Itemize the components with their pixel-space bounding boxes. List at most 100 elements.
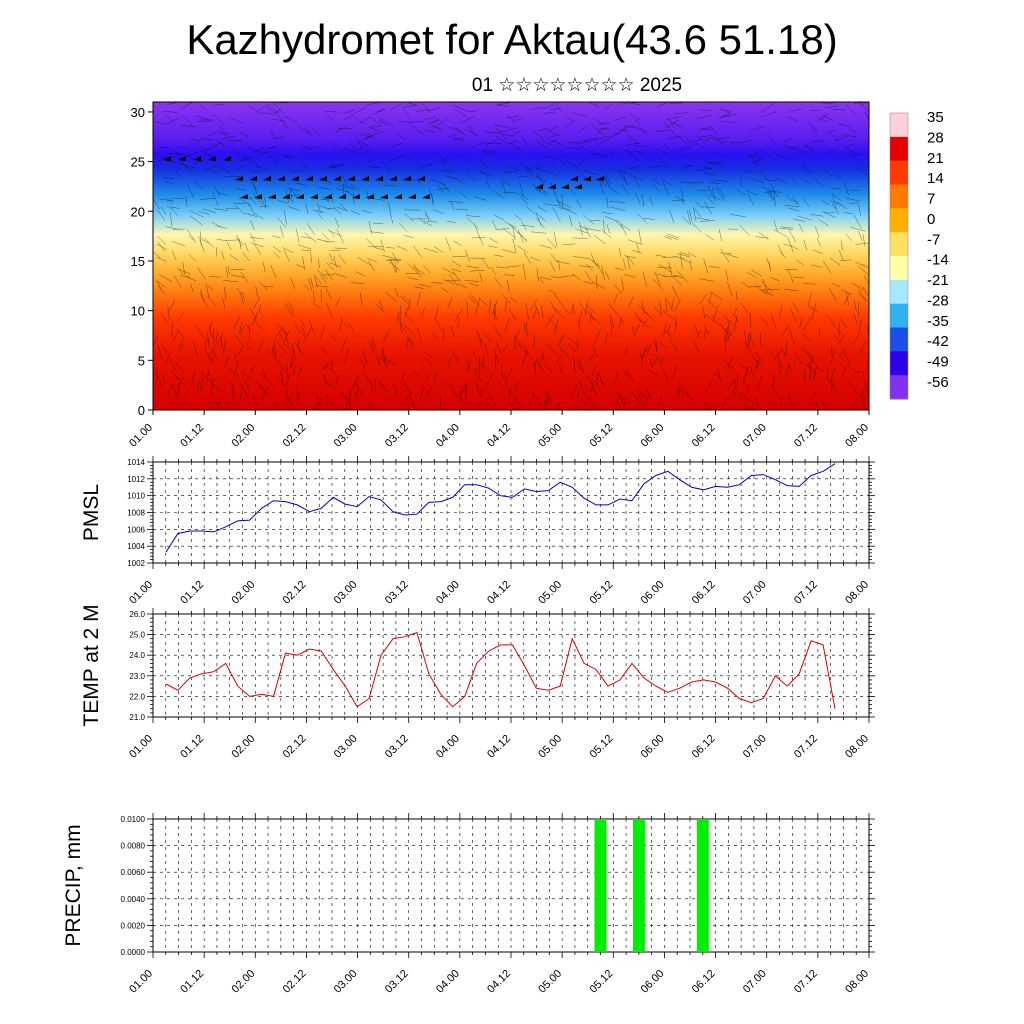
wind-barb [687,251,697,258]
wind-barb [256,166,267,169]
wind-barb [440,395,442,411]
wind-barb [839,362,848,371]
x-tick-label: 07.00 [741,968,769,996]
wind-barb [803,333,812,343]
wind-barb [694,324,700,338]
wind-barb [479,170,489,178]
wind-barb [593,330,601,344]
wind-barb [550,253,557,262]
wind-barb [347,157,357,166]
wind-barb [592,259,599,268]
wind-barb [673,112,688,115]
wind-barb [729,141,742,143]
wind-barb [328,165,345,168]
wind-barb [815,401,820,411]
wind-barb [843,293,851,305]
wind-barb [733,306,739,316]
wind-flags [163,156,604,199]
wind-barb [675,317,678,327]
wind-barb [388,202,392,215]
wind-barb [768,350,776,357]
wind-barb [156,257,167,262]
wind-barb [508,165,520,171]
wind-barb [545,315,554,328]
wind-barb [683,164,694,168]
x-tick-label: 04.00 [434,968,462,996]
wind-barb [320,346,330,357]
colorbar-swatch [890,160,908,185]
wind-barb [529,392,535,405]
x-tick-label: 07.12 [792,579,820,607]
wind-barb [770,277,780,282]
wind-barb [172,328,180,342]
wind-barb [739,224,750,236]
x-tick-label: 08.00 [843,733,871,761]
wind-barb [258,339,265,353]
wind-barb [834,135,849,142]
wind-barb [381,383,389,393]
wind-barb [741,393,751,402]
wind-barb [699,278,715,282]
wind-flag [163,156,171,161]
wind-barb [413,370,420,379]
wind-barb [165,117,180,125]
wind-barb [725,270,729,281]
wind-barb [269,155,278,165]
wind-barb [215,330,219,342]
wind-barb [249,196,257,206]
wind-barb [839,317,848,328]
wind-barb [830,379,838,394]
wind-barb [549,125,559,131]
wind-barb [555,354,562,365]
wind-barb [829,257,841,266]
wind-barb [283,155,298,159]
wind-barb [536,267,539,282]
wind-barb [423,247,438,253]
wind-barb [400,373,404,384]
wind-barb [181,102,192,109]
wind-flag [394,194,402,199]
wind-barb [291,170,302,172]
wind-flag [347,176,355,181]
wind-barb [854,261,865,267]
wind-barb [532,130,544,139]
wind-barb [588,403,596,411]
wind-barb [185,195,188,207]
wind-barb [735,389,744,400]
wind-barb [548,316,558,329]
wind-barb [182,114,194,128]
wind-barb [186,276,197,282]
wind-barb [708,292,712,305]
wind-barb [486,138,499,146]
wind-barb [622,397,627,408]
wind-barb [522,263,526,280]
wind-barb [232,147,242,158]
wind-barb [390,259,397,274]
wind-barb [200,138,213,140]
wind-barb [364,157,377,166]
colorbar-label: -21 [927,272,949,289]
wind-barb [515,336,522,348]
wind-barb [769,400,780,411]
wind-barb [516,343,528,355]
wind-barb [754,359,758,373]
wind-barb [567,342,577,353]
wind-barb [808,305,819,313]
wind-barb [178,344,185,353]
wind-barb [590,379,595,392]
wind-barb [334,247,348,249]
wind-barb [253,243,261,255]
wind-barb [217,124,225,132]
x-tick-label: 05.12 [587,422,615,450]
wind-barb [757,358,760,369]
wind-barb [845,377,853,386]
wind-barb [764,192,776,194]
wind-barb [858,289,868,302]
wind-barb [186,183,195,198]
x-tick-label: 06.12 [690,579,718,607]
wind-barb [755,351,763,361]
wind-barb [255,286,258,298]
wind-barb [624,274,636,278]
wind-barb [457,317,461,328]
wind-barb [749,332,752,346]
